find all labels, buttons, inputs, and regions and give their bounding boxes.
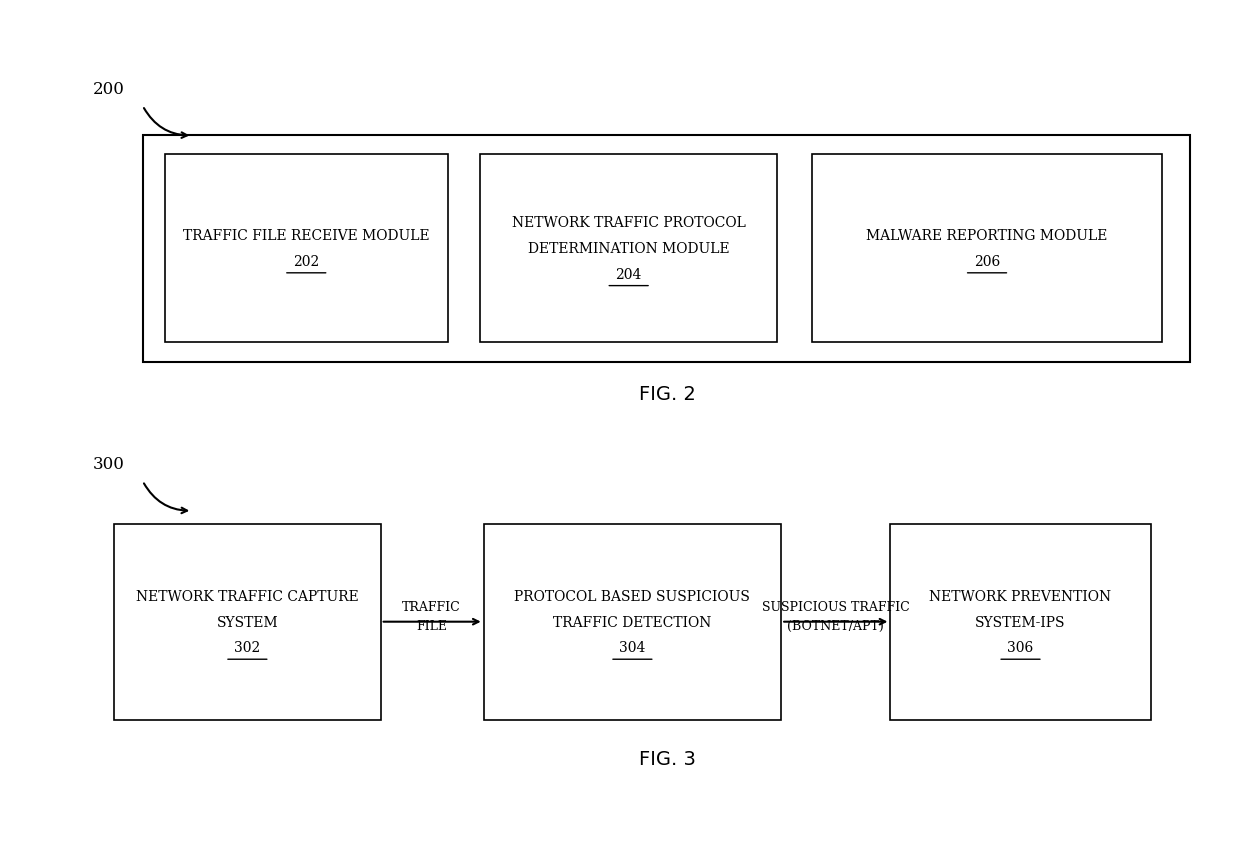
Text: SYSTEM-IPS: SYSTEM-IPS [976,615,1065,629]
Text: FIG. 3: FIG. 3 [639,749,696,768]
Text: DETERMINATION MODULE: DETERMINATION MODULE [528,242,729,256]
Text: 300: 300 [93,456,125,473]
Text: SYSTEM: SYSTEM [217,615,278,629]
Text: NETWORK TRAFFIC CAPTURE: NETWORK TRAFFIC CAPTURE [136,590,358,603]
Text: (BOTNET/APT): (BOTNET/APT) [787,619,884,632]
Text: FILE: FILE [415,619,446,632]
Text: 204: 204 [615,268,642,281]
Text: 302: 302 [234,641,260,654]
Text: 304: 304 [619,641,646,654]
Text: MALWARE REPORTING MODULE: MALWARE REPORTING MODULE [867,229,1107,243]
Text: NETWORK PREVENTION: NETWORK PREVENTION [930,590,1111,603]
Bar [165,155,448,343]
Text: SUSPICIOUS TRAFFIC: SUSPICIOUS TRAFFIC [761,601,910,613]
Bar [890,524,1151,720]
Bar [143,136,1190,362]
Bar [484,524,781,720]
Text: TRAFFIC: TRAFFIC [402,601,461,613]
Text: NETWORK TRAFFIC PROTOCOL: NETWORK TRAFFIC PROTOCOL [512,216,745,230]
Text: 202: 202 [293,255,320,268]
Text: TRAFFIC FILE RECEIVE MODULE: TRAFFIC FILE RECEIVE MODULE [184,229,429,243]
Bar [114,524,381,720]
Text: 306: 306 [1007,641,1034,654]
Bar [480,155,777,343]
Text: PROTOCOL BASED SUSPICIOUS: PROTOCOL BASED SUSPICIOUS [515,590,750,603]
Text: TRAFFIC DETECTION: TRAFFIC DETECTION [553,615,712,629]
Text: FIG. 2: FIG. 2 [639,384,696,403]
Text: 206: 206 [973,255,1001,268]
Bar [812,155,1162,343]
Text: 200: 200 [93,81,125,98]
